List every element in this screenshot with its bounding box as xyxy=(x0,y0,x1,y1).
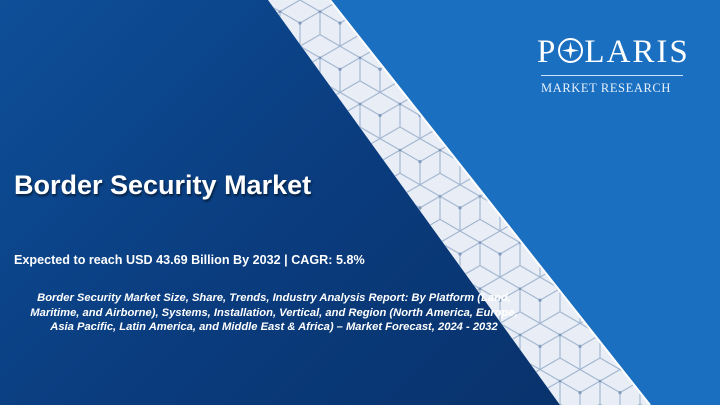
compass-icon xyxy=(558,38,584,63)
logo-letter-p: P xyxy=(537,34,558,70)
report-description: Border Security Market Size, Share, Tren… xyxy=(30,292,518,333)
report-subtitle: Expected to reach USD 43.69 Billion By 2… xyxy=(14,253,365,267)
logo-wordmark: P LARIS xyxy=(537,34,690,70)
logo-subtitle: MARKET RESEARCH xyxy=(541,81,671,95)
report-title: Border Security Market xyxy=(14,170,312,200)
logo-divider xyxy=(541,75,683,76)
logo-letters-laris: LARIS xyxy=(584,34,690,70)
polaris-logo: P LARIS MARKET RESEARCH xyxy=(537,34,690,95)
